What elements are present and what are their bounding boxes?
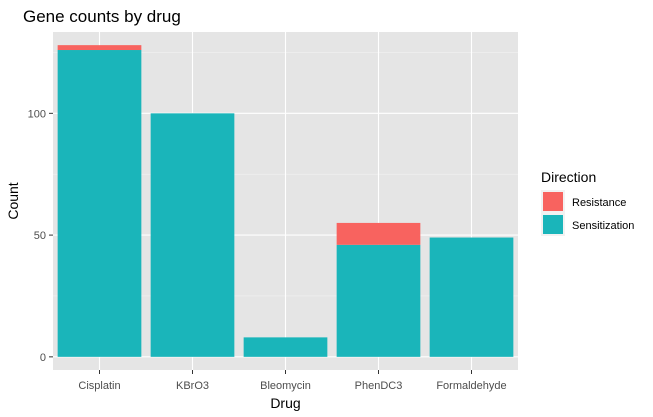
legend-title: Direction (541, 169, 596, 185)
x-tick-label: Cisplatin (78, 380, 120, 392)
x-tick-label: PhenDC3 (355, 380, 403, 392)
legend-swatch-sensitization (543, 215, 563, 234)
x-axis-title: Drug (270, 395, 300, 411)
legend-label: Sensitization (572, 220, 634, 232)
x-tick-label: KBrO3 (176, 380, 209, 392)
legend: Direction Resistance Sensitization (541, 169, 634, 236)
y-axis-title: Count (5, 182, 21, 219)
bars (57, 45, 514, 357)
axes: 0 50 100 Cisplatin KBrO3 Bleomycin PhenDC3 Form… (28, 108, 507, 392)
legend-swatch-resistance (543, 192, 563, 211)
bar-sensitization-formaldehyde (429, 237, 514, 357)
bar-sensitization-cisplatin (57, 50, 142, 357)
y-tick-label: 50 (34, 230, 46, 242)
bar-sensitization-phendc3 (336, 244, 421, 357)
x-tick-label: Bleomycin (260, 380, 311, 392)
x-tick-label: Formaldehyde (436, 380, 506, 392)
bar-sensitization-kbro3 (150, 113, 235, 357)
bar-resistance-cisplatin (57, 45, 142, 51)
bar-resistance-phendc3 (336, 222, 421, 245)
y-tick-label: 0 (40, 352, 46, 364)
bar-sensitization-bleomycin (243, 337, 328, 357)
legend-label: Resistance (572, 197, 626, 209)
y-tick-label: 100 (28, 108, 46, 120)
chart-title: Gene counts by drug (23, 7, 181, 26)
